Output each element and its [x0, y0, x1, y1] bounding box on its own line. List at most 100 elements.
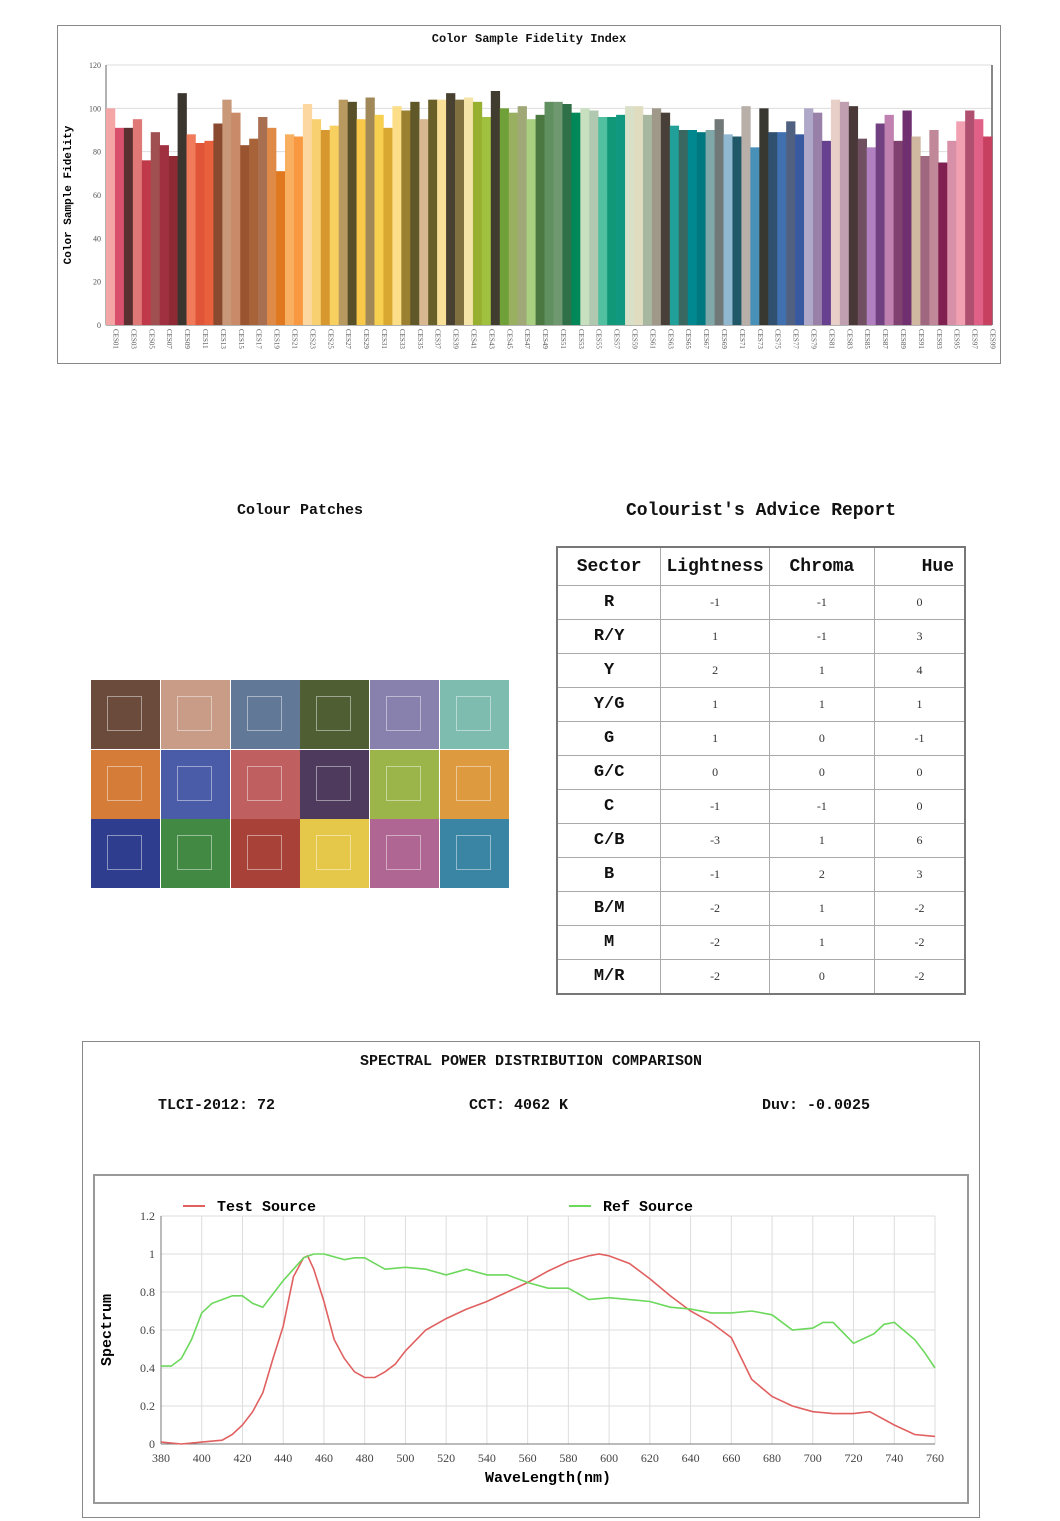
value-cell: 2 [660, 653, 770, 688]
bar-CES71 [732, 136, 742, 325]
value-cell: -2 [660, 891, 770, 926]
x-tick-label: CES27 [344, 329, 352, 349]
bar-CES20 [276, 171, 286, 325]
x-tick-label: CES01 [111, 329, 119, 349]
bar-CES97 [965, 110, 975, 325]
bar-CES69 [714, 119, 724, 326]
bar-CES91 [911, 136, 921, 325]
x-tick-label: 720 [845, 1451, 863, 1465]
patch-inner-square [456, 696, 491, 731]
patch-inner-square [316, 696, 352, 731]
value-cell: -1 [660, 789, 770, 824]
y-tick-label: 0.4 [140, 1361, 155, 1375]
bar-CES94 [938, 162, 948, 325]
x-tick-label: CES83 [845, 329, 853, 349]
x-tick-label: 620 [641, 1451, 659, 1465]
bar-CES70 [723, 134, 733, 325]
bar-CES62 [651, 108, 662, 325]
x-tick-label: 640 [682, 1451, 700, 1465]
bar-CES84 [848, 106, 859, 326]
x-tick-label: CES39 [452, 329, 460, 349]
colour-patch [370, 819, 440, 889]
bar-CES39 [446, 93, 456, 326]
x-tick-label: CES45 [505, 329, 513, 349]
value-cell: 1 [768, 925, 875, 960]
x-tick-label: CES89 [899, 329, 907, 349]
value-cell: 0 [768, 721, 875, 756]
bar-CES34 [401, 110, 411, 325]
x-tick-label: 500 [396, 1451, 414, 1465]
value-cell: -1 [768, 619, 875, 654]
value-cell: -2 [660, 925, 770, 960]
x-tick-label: CES35 [416, 329, 424, 349]
table-row: M/R -2 0 -2 [556, 959, 966, 995]
value-cell: 1 [660, 687, 770, 722]
x-tick-label: CES23 [308, 329, 316, 349]
bar-CES72 [741, 106, 751, 326]
value-cell: 1 [768, 823, 875, 858]
x-tick-label: CES75 [774, 329, 782, 349]
bar-CES37 [428, 99, 438, 326]
x-tick-label: 680 [763, 1451, 781, 1465]
value-cell: 3 [873, 619, 966, 654]
value-cell: 0 [768, 959, 875, 995]
bar-CES65 [678, 130, 689, 325]
value-cell: 1 [768, 891, 875, 926]
bar-CES45 [499, 108, 510, 325]
patch-inner-square [246, 765, 282, 801]
bar-CES56 [598, 117, 608, 325]
fidelity-chart-title: Color Sample Fidelity Index [431, 32, 627, 46]
bar-CES96 [956, 121, 966, 325]
x-tick-label: CES99 [989, 329, 997, 349]
spd-line-chart: 380 400 420 440 460 480 500 520 540 560 580 600 620 6… [99, 1199, 944, 1487]
legend-label: Ref Source [603, 1199, 693, 1216]
colour-patch [160, 680, 230, 749]
patch-inner-square [386, 696, 422, 731]
y-tick-label: 60 [93, 191, 101, 200]
sector-cell: Y [556, 653, 662, 688]
patch-inner-square [176, 835, 212, 871]
bar-CES25 [320, 130, 331, 325]
column-header: Hue [873, 546, 966, 586]
bar-CES64 [669, 125, 680, 326]
x-tick-label: CES79 [810, 329, 818, 349]
y-axis-label: Color Sample Fidelity [63, 125, 75, 264]
bar-CES46 [508, 112, 518, 326]
bar-CES11 [195, 143, 205, 325]
y-tick-label: 20 [93, 278, 101, 287]
table-row: R -1 -1 0 [556, 585, 966, 620]
bar-CES83 [839, 101, 850, 325]
column-header: Sector [556, 546, 662, 586]
bar-CES85 [857, 138, 868, 325]
colour-patch [300, 680, 370, 749]
bar-CES87 [875, 123, 885, 325]
patch-inner-square [386, 765, 422, 801]
bar-CES66 [687, 130, 697, 325]
value-cell: -1 [768, 585, 875, 620]
x-tick-label: 600 [600, 1451, 618, 1465]
value-cell: 1 [873, 687, 966, 722]
x-tick-label: CES51 [559, 329, 567, 349]
bar-CES61 [642, 114, 653, 325]
x-tick-label: CES91 [917, 329, 925, 349]
bar-CES14 [222, 99, 232, 326]
table-row: B/M -2 1 -2 [556, 891, 966, 926]
bar-CES79 [804, 108, 814, 325]
table-row: G/C 0 0 0 [556, 755, 966, 790]
bar-CES68 [705, 130, 715, 325]
x-tick-label: CES29 [362, 329, 370, 349]
x-tick-label: 520 [437, 1451, 455, 1465]
x-tick-label: 480 [356, 1451, 374, 1465]
bar-CES55 [589, 110, 599, 325]
patch-inner-square [107, 696, 142, 731]
value-cell: 0 [768, 755, 875, 790]
bar-CES93 [929, 130, 939, 325]
sector-cell: R [556, 585, 662, 620]
table-row: R/Y 1 -1 3 [556, 619, 966, 654]
x-tick-label: CES19 [273, 329, 281, 349]
colour-patch [300, 819, 370, 889]
value-cell: 1 [660, 721, 770, 756]
patch-inner-square [456, 835, 491, 871]
bar-CES82 [830, 99, 841, 326]
x-tick-label: CES17 [255, 329, 263, 349]
